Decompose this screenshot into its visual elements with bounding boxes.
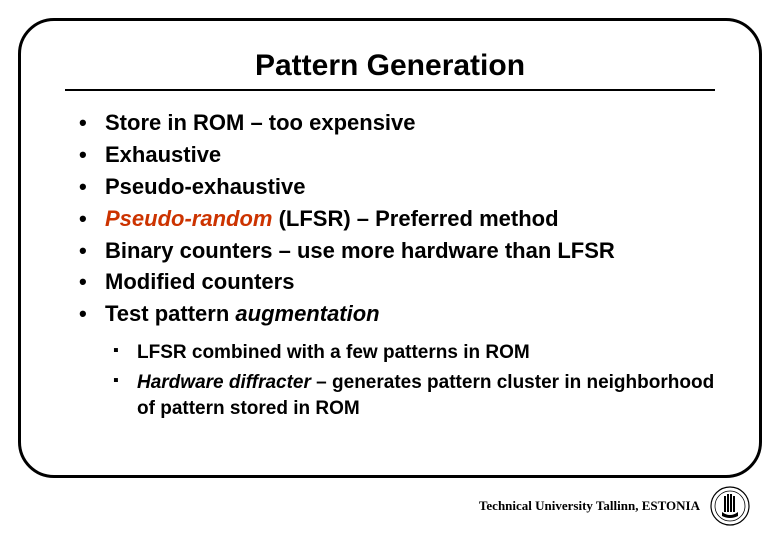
list-item: Pseudo-random (LFSR) – Preferred method (75, 203, 715, 235)
list-item: LFSR combined with a few patterns in ROM (111, 340, 715, 366)
footer-text: Technical University Tallinn, ESTONIA (479, 498, 700, 514)
list-item: Binary counters – use more hardware than… (75, 235, 715, 267)
list-item: Test pattern augmentation (75, 298, 715, 330)
sub-bullet-list: LFSR combined with a few patterns in ROM… (111, 340, 715, 421)
list-item: Store in ROM – too expensive (75, 107, 715, 139)
list-item: Modified counters (75, 266, 715, 298)
slide-title: Pattern Generation (65, 49, 715, 83)
university-logo-icon (710, 486, 750, 526)
slide-frame: Pattern Generation Store in ROM – too ex… (18, 18, 762, 478)
bullet-list: Store in ROM – too expensive Exhaustive … (75, 107, 715, 330)
footer: Technical University Tallinn, ESTONIA (479, 486, 750, 526)
title-underline (65, 89, 715, 91)
list-item: Hardware diffracter – generates pattern … (111, 370, 715, 421)
list-item: Exhaustive (75, 139, 715, 171)
list-item: Pseudo-exhaustive (75, 171, 715, 203)
